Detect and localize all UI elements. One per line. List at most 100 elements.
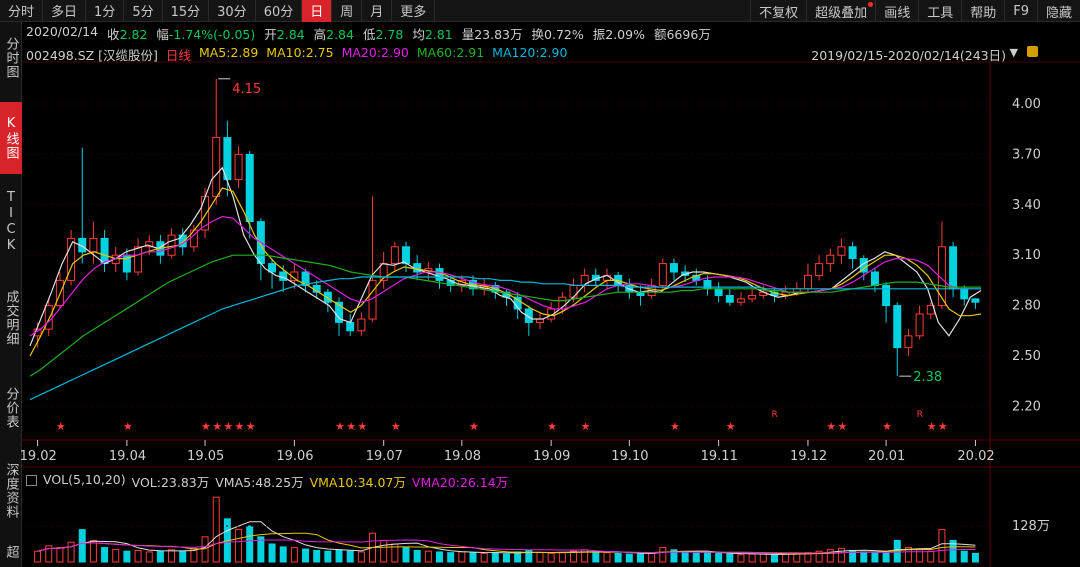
kline-type[interactable]: 日线 — [165, 48, 191, 63]
open-label: 开 — [264, 27, 277, 42]
candle-body — [949, 246, 958, 290]
candle-body — [815, 263, 824, 276]
candle-body — [837, 246, 846, 256]
date-range[interactable]: 2019/02/15-2020/02/14(243日) — [811, 48, 1006, 63]
vma10-value: VMA10:34.07万 — [309, 475, 406, 490]
y-tick-label: 4.00 — [1012, 97, 1041, 112]
x-tick-label: 19.05 — [187, 449, 224, 464]
left-tab-4[interactable]: 分价表 — [3, 387, 19, 429]
left-tab-0[interactable]: 分时图 — [3, 37, 19, 79]
left-tab-2[interactable]: TICK — [3, 190, 19, 254]
left-tab-5[interactable]: 深度资料 — [3, 463, 19, 519]
turnover-label: 换 — [531, 27, 545, 42]
volume-bar — [782, 553, 790, 563]
candle-body — [245, 153, 254, 223]
dropdown-arrow-icon[interactable]: ▼ — [1009, 46, 1018, 59]
tool-button-6[interactable]: 隐藏 — [1036, 0, 1080, 22]
ma10-value: MA10:2.75 — [266, 45, 334, 60]
volume-bar — [927, 550, 935, 563]
amount-value: 6696万 — [666, 27, 711, 42]
left-tab-1[interactable]: K线图 — [0, 102, 22, 174]
volume-bar — [212, 496, 220, 563]
volume-tick-label: 128万 — [1012, 519, 1050, 534]
quote-bar: 2020/02/14 收2.82 幅-1.74%(-0.05) 开2.84 高2… — [26, 24, 711, 42]
candle-body — [971, 298, 980, 303]
period-tab-2[interactable]: 1分 — [86, 0, 125, 22]
volume-bar — [179, 550, 187, 563]
candle-body — [89, 237, 98, 253]
volume-bar — [826, 549, 834, 563]
tool-button-0[interactable]: 不复权 — [750, 0, 806, 22]
candle-body — [915, 313, 924, 337]
checkbox-icon[interactable] — [26, 475, 37, 486]
ma-line-ma10 — [29, 187, 982, 357]
ma-line-ma120 — [29, 276, 981, 401]
turnover-value: 0.72% — [544, 27, 584, 42]
tool-button-3[interactable]: 工具 — [918, 0, 961, 22]
tool-button-2[interactable]: 画线 — [875, 0, 918, 22]
period-tab-3[interactable]: 5分 — [124, 0, 163, 22]
stock-name[interactable]: 002498.SZ [汉缆股份] — [26, 48, 158, 63]
volume-bar — [670, 549, 678, 563]
close-value: 2.82 — [119, 27, 148, 42]
ma-line-ma20 — [29, 215, 981, 337]
amount-label: 额 — [653, 27, 667, 42]
candle-body — [279, 271, 288, 281]
period-tab-9[interactable]: 月 — [362, 0, 393, 22]
star-marker-icon: ★ — [837, 420, 847, 433]
tool-button-4[interactable]: 帮助 — [961, 0, 1004, 22]
x-tick-label: 19.10 — [611, 449, 648, 464]
volume-bar — [949, 539, 957, 563]
volume-bar — [592, 551, 600, 563]
volume-bar — [257, 536, 265, 563]
x-tick-label: 19.04 — [109, 449, 146, 464]
volume-bar — [748, 553, 756, 563]
period-tab-6[interactable]: 60分 — [256, 0, 303, 22]
volume-bar — [78, 529, 86, 563]
period-tab-8[interactable]: 周 — [332, 0, 363, 22]
lock-icon[interactable] — [1027, 46, 1038, 57]
x-tick-label: 19.07 — [366, 449, 403, 464]
candle-body — [323, 291, 332, 303]
tool-button-5[interactable]: F9 — [1004, 0, 1037, 22]
candle-body — [524, 308, 533, 323]
volume-bar — [469, 552, 477, 563]
volume-bar — [547, 552, 555, 563]
close-label: 收 — [107, 27, 120, 42]
period-tab-1[interactable]: 多日 — [43, 0, 87, 22]
open-value: 2.84 — [276, 27, 305, 42]
volume-bar — [681, 551, 689, 563]
volume-bar — [201, 536, 209, 563]
period-tab-7[interactable]: 日 — [302, 0, 333, 22]
volume-bar — [436, 551, 444, 563]
volume-bar — [45, 545, 53, 563]
volume-bar — [815, 550, 823, 563]
volume-bar — [525, 549, 533, 563]
volume-bar — [904, 547, 912, 563]
y-tick-label: 2.20 — [1012, 399, 1041, 414]
star-marker-icon: ★ — [938, 420, 948, 433]
left-tab-6[interactable]: 超 — [3, 545, 19, 559]
volume-bar — [380, 539, 388, 563]
period-tab-5[interactable]: 30分 — [209, 0, 256, 22]
period-tab-10[interactable]: 更多 — [392, 0, 436, 22]
low-value: 2.78 — [375, 27, 404, 42]
tool-button-1[interactable]: 超级叠加 — [806, 0, 875, 22]
candle-body — [67, 237, 76, 281]
candle-body — [848, 246, 857, 260]
volume-bar — [447, 552, 455, 563]
period-tab-4[interactable]: 15分 — [163, 0, 210, 22]
volume-bar — [837, 547, 845, 563]
volume-bar — [558, 552, 566, 563]
volume-bar — [268, 543, 276, 563]
period-tab-0[interactable]: 分时 — [0, 0, 44, 22]
avg-value: 2.81 — [424, 27, 453, 42]
volume-bar — [536, 552, 544, 563]
volume-bar — [134, 549, 142, 563]
star-marker-icon: ★ — [391, 420, 401, 433]
volume-bar — [759, 553, 767, 563]
candle-body — [714, 288, 723, 297]
vol-title: VOL(5,10,20) — [43, 472, 126, 487]
left-tab-3[interactable]: 成交明细 — [3, 290, 19, 346]
